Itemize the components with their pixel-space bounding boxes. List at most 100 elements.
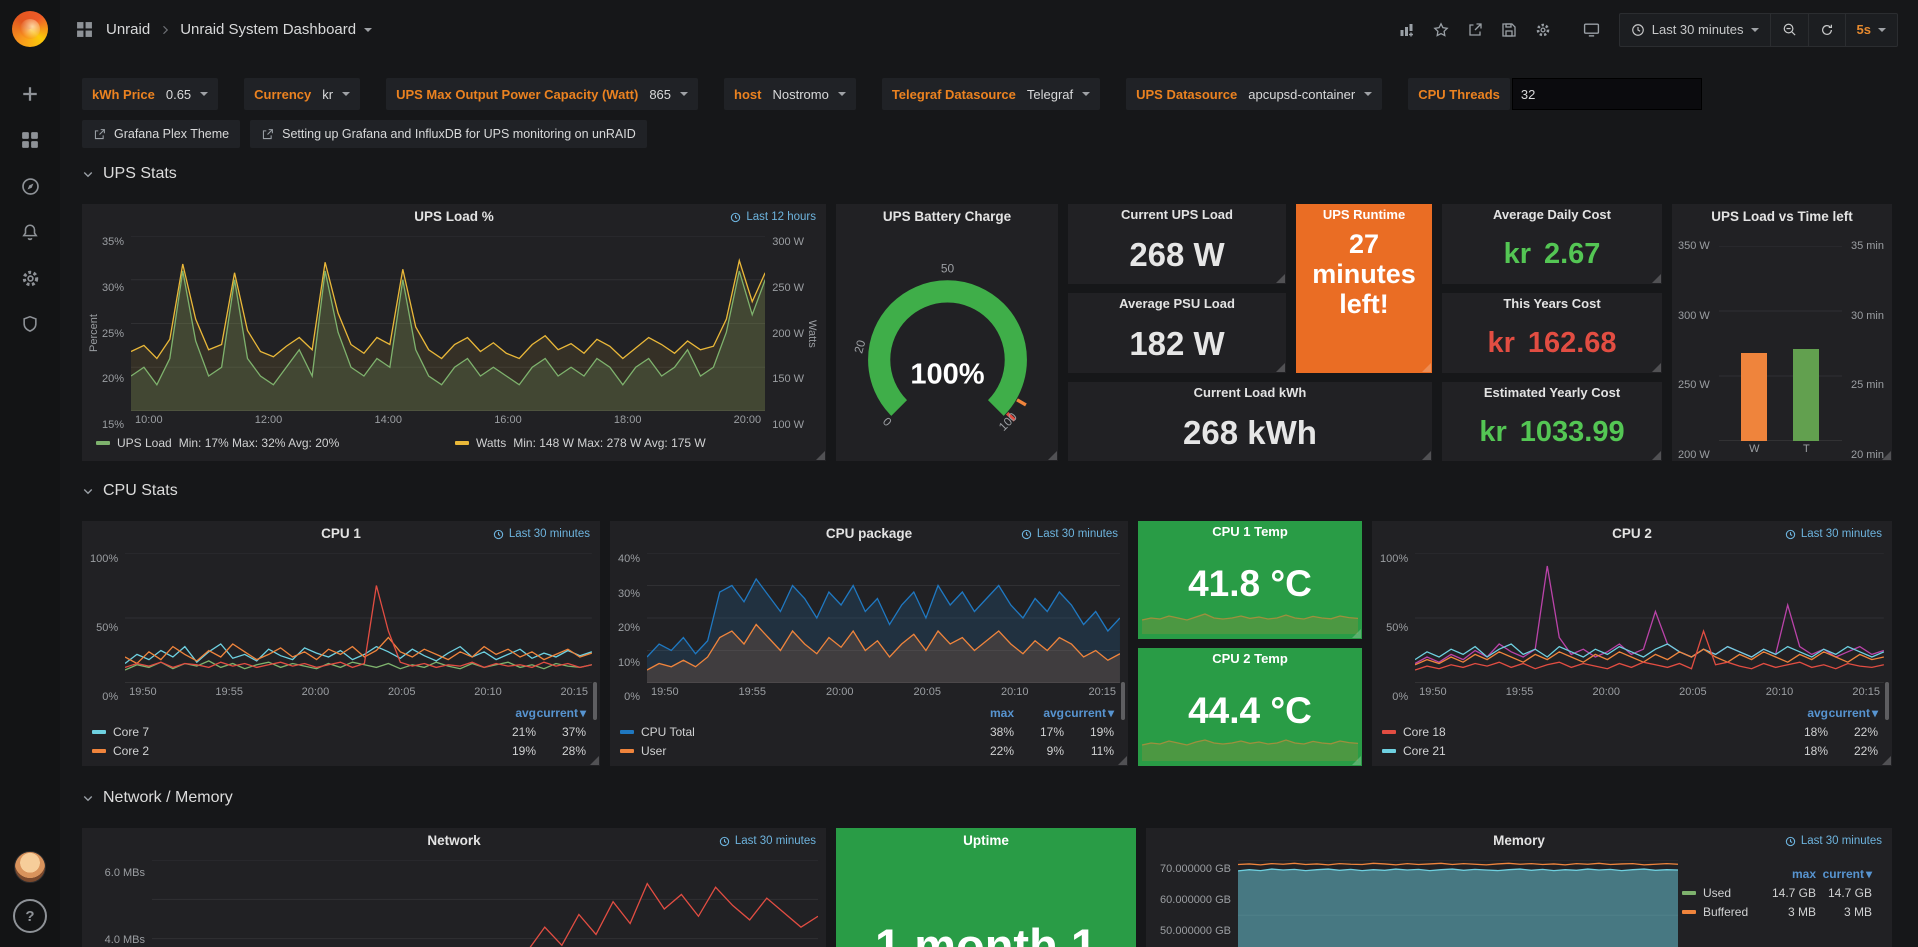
panel-title[interactable]: CPU 1 Temp — [1212, 524, 1288, 539]
bar-chart[interactable] — [1719, 246, 1842, 441]
explore-icon[interactable] — [8, 163, 52, 209]
panel-title[interactable]: This Years Cost — [1503, 296, 1601, 311]
legend-row[interactable]: Watts Min: 148 W Max: 278 W Avg: 175 W — [455, 433, 814, 453]
panel-average-daily-cost: Average Daily Cost kr 2.67 — [1442, 204, 1662, 284]
legend-row[interactable]: User 22% 9% 11% — [620, 741, 1114, 760]
panel-title[interactable]: Memory — [1493, 833, 1545, 848]
legend-row[interactable]: Used 14.7 GB 14.7 GB — [1682, 883, 1872, 902]
legend-scrollbar[interactable] — [1885, 682, 1889, 720]
panel-title[interactable]: Average PSU Load — [1119, 296, 1235, 311]
ups-load-chart[interactable] — [131, 236, 766, 411]
panel-title[interactable]: Average Daily Cost — [1492, 207, 1611, 222]
avatar[interactable] — [14, 851, 46, 883]
panel-title[interactable]: CPU 2 — [1612, 526, 1652, 541]
share-icon[interactable] — [1460, 16, 1490, 44]
tick-label: 50% — [1386, 622, 1409, 634]
panel-title[interactable]: Estimated Yearly Cost — [1483, 385, 1621, 400]
panel-title[interactable]: CPU 2 Temp — [1212, 651, 1288, 666]
legend-row[interactable]: Core 18 18% 22% — [1382, 722, 1878, 741]
chevron-down-icon — [1750, 27, 1759, 32]
network-chart[interactable] — [152, 860, 818, 947]
cpu1-chart[interactable] — [125, 553, 592, 683]
legend-column-header[interactable]: current — [1064, 706, 1114, 720]
panel-time-range: Last 30 minutes — [1021, 521, 1118, 547]
configuration-icon[interactable] — [8, 255, 52, 301]
dashboard-title[interactable]: Unraid System Dashboard — [180, 21, 373, 38]
panel-title[interactable]: UPS Load % — [414, 209, 494, 224]
save-icon[interactable] — [1494, 16, 1524, 44]
series-color-dash — [455, 441, 469, 445]
row-header-network-memory[interactable]: Network / Memory — [82, 788, 1896, 808]
create-icon[interactable] — [8, 71, 52, 117]
cpu2-chart[interactable] — [1415, 553, 1884, 683]
legend-row[interactable]: Core 7 21% 37% — [92, 722, 586, 741]
panel-title[interactable]: Current UPS Load — [1121, 207, 1233, 222]
stat-value: 1 month 1 — [875, 919, 1097, 947]
legend: UPS Load Min: 17% Max: 32% Avg: 20% Watts M… — [82, 431, 826, 461]
tick-label: 6.0 MBs — [104, 867, 145, 880]
panel-title[interactable]: CPU package — [825, 526, 913, 541]
panel-title[interactable]: Uptime — [963, 833, 1009, 848]
variable-value-dropdown[interactable]: kr — [316, 87, 360, 102]
cpu-threads-input[interactable] — [1511, 78, 1702, 110]
legend-column-header[interactable]: avg — [515, 705, 536, 720]
cpu-package-chart[interactable] — [647, 553, 1120, 683]
tick-label: 20:00 — [301, 686, 330, 698]
time-picker-button[interactable]: Last 30 minutes — [1620, 14, 1770, 46]
variable-value-dropdown[interactable]: Nostromo — [766, 87, 855, 102]
variable-value: kr — [322, 86, 334, 102]
add-panel-icon[interactable] — [1392, 16, 1422, 44]
link-ups-monitoring-guide[interactable]: Setting up Grafana and InfluxDB for UPS … — [250, 120, 647, 148]
variable-value-dropdown[interactable]: Telegraf — [1021, 87, 1100, 102]
legend-series-name: Watts — [455, 436, 506, 450]
legend-scrollbar[interactable] — [1121, 682, 1125, 720]
dashboard-grid-icon[interactable] — [76, 21, 93, 38]
legend-scrollbar[interactable] — [593, 682, 597, 720]
legend-row[interactable]: Buffered 3 MB 3 MB — [1682, 902, 1872, 921]
tick-label: 20:10 — [1765, 686, 1794, 698]
memory-chart[interactable] — [1238, 860, 1678, 947]
row-header-cpu-stats[interactable]: CPU Stats — [82, 481, 1896, 501]
settings-icon[interactable] — [1528, 16, 1558, 44]
legend-row[interactable]: CPU Total 38% 17% 19% — [620, 722, 1114, 741]
panel-title[interactable]: UPS Runtime — [1322, 207, 1406, 222]
breadcrumb-app[interactable]: Unraid — [106, 21, 151, 38]
panel-title[interactable]: UPS Battery Charge — [882, 209, 1012, 224]
legend-series-name: Used — [1682, 886, 1760, 900]
server-admin-icon[interactable] — [8, 301, 52, 347]
legend-column-header[interactable]: current — [1816, 867, 1872, 881]
panel-title[interactable]: Network — [427, 833, 481, 848]
alerting-icon[interactable] — [8, 209, 52, 255]
variable-value-dropdown[interactable]: 865 — [643, 87, 698, 102]
legend-column-header[interactable]: max — [989, 705, 1014, 720]
legend-row[interactable]: Core 2 19% 28% — [92, 741, 586, 760]
refresh-interval-dropdown[interactable]: 5s — [1844, 13, 1897, 46]
row-header-ups-stats[interactable]: UPS Stats — [82, 164, 1896, 184]
link-grafana-plex-theme[interactable]: Grafana Plex Theme — [82, 120, 241, 148]
zoom-out-icon[interactable] — [1769, 13, 1808, 46]
legend-column-header[interactable]: avg — [1807, 705, 1828, 720]
help-icon[interactable] — [13, 899, 47, 933]
legend-column-header[interactable]: current — [1828, 706, 1878, 720]
panel-current-load-kwh: Current Load kWh 268 kWh — [1068, 382, 1432, 461]
variable-value-dropdown[interactable]: apcupsd-container — [1242, 87, 1382, 102]
panel-title[interactable]: UPS Load vs Time left — [1711, 209, 1853, 224]
tick-label: 20:05 — [913, 686, 942, 698]
legend-column-header[interactable]: max — [1791, 866, 1816, 881]
tick-label: 200 W — [1678, 448, 1710, 461]
time-range-label: Last 30 minutes — [1800, 835, 1882, 847]
legend-row[interactable]: UPS Load Min: 17% Max: 32% Avg: 20% — [96, 433, 455, 453]
tick-label: 25% — [102, 327, 125, 340]
variable-value-dropdown[interactable]: 0.65 — [160, 87, 218, 102]
stat-value: 2.67 — [1543, 238, 1601, 270]
legend-column-header[interactable]: current — [536, 706, 586, 720]
panel-title[interactable]: Current Load kWh — [1193, 385, 1307, 400]
grafana-logo[interactable] — [12, 11, 48, 47]
legend-row[interactable]: Core 21 18% 22% — [1382, 741, 1878, 760]
panel-title[interactable]: CPU 1 — [321, 526, 361, 541]
star-icon[interactable] — [1426, 16, 1456, 44]
tv-mode-icon[interactable] — [1576, 15, 1607, 44]
refresh-button[interactable] — [1807, 13, 1845, 46]
dashboards-icon[interactable] — [8, 117, 52, 163]
legend-column-header[interactable]: avg — [1043, 705, 1064, 720]
